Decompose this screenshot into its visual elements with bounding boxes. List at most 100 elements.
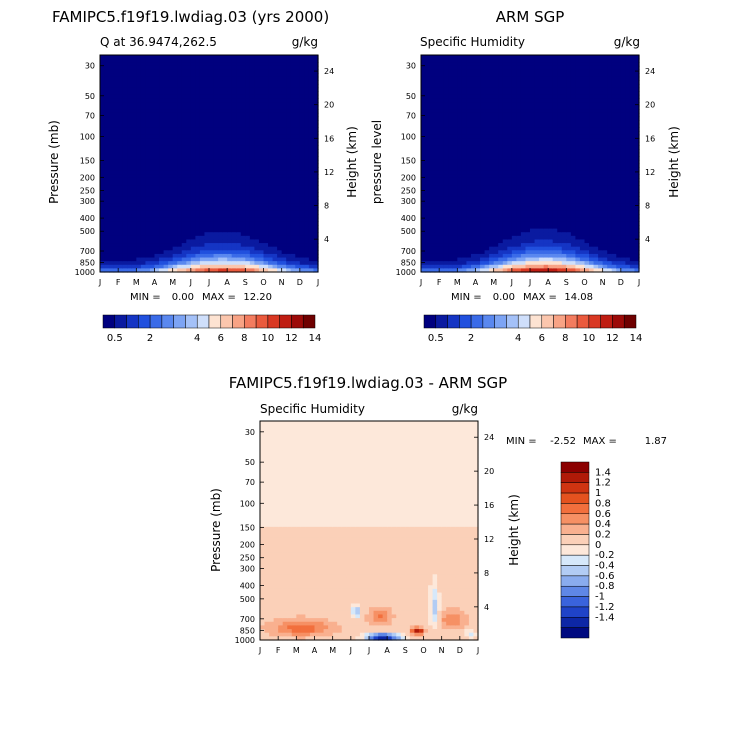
field-cell xyxy=(308,174,315,179)
field-cell xyxy=(136,130,142,136)
field-cell xyxy=(227,87,233,92)
field-cell xyxy=(131,188,137,194)
field-cell xyxy=(213,250,219,255)
field-cell xyxy=(484,185,490,190)
field-cell xyxy=(231,130,237,136)
field-cell xyxy=(457,206,463,212)
field-cell xyxy=(263,264,269,269)
field-cell xyxy=(520,80,527,85)
field-cell xyxy=(534,174,540,179)
field-cell xyxy=(457,217,463,222)
field-cell xyxy=(470,261,477,266)
field-cell xyxy=(520,246,527,251)
field-cell xyxy=(222,210,228,215)
field-cell xyxy=(452,250,458,255)
field-cell xyxy=(520,250,527,255)
field-cell xyxy=(498,138,504,143)
field-cell xyxy=(489,62,495,67)
field-cell xyxy=(113,206,119,212)
field-cell xyxy=(113,123,119,128)
field-cell xyxy=(516,156,522,161)
field-cell xyxy=(268,210,274,215)
field-cell xyxy=(258,65,265,71)
field-cell xyxy=(304,76,310,81)
field-cell xyxy=(511,127,517,132)
field-cell xyxy=(313,257,319,262)
field-cell xyxy=(430,257,436,262)
field-cell xyxy=(231,76,237,81)
field-cell xyxy=(313,98,319,103)
panel1-max-label: MAX = xyxy=(202,292,236,303)
field-cell xyxy=(502,55,508,60)
field-cell xyxy=(548,141,554,147)
field-cell xyxy=(177,145,183,150)
field-cell xyxy=(493,203,499,208)
field-cell xyxy=(548,127,554,132)
field-cell xyxy=(186,91,192,96)
field-cell xyxy=(140,217,147,222)
field-cell xyxy=(236,141,242,147)
field-cell xyxy=(218,138,224,143)
field-cell xyxy=(213,83,219,89)
field-cell xyxy=(159,87,165,92)
field-cell xyxy=(286,199,292,204)
field-cell xyxy=(227,94,233,99)
field-cell xyxy=(118,199,124,204)
field-cell xyxy=(480,73,486,78)
field-cell xyxy=(222,152,228,157)
field-cell xyxy=(507,228,513,233)
field-cell xyxy=(204,181,210,186)
field-cell xyxy=(439,203,445,208)
field-cell xyxy=(566,120,572,125)
field-cell xyxy=(457,239,463,244)
field-cell xyxy=(448,199,454,204)
field-cell xyxy=(172,170,178,175)
field-cell xyxy=(154,69,160,74)
field-cell xyxy=(172,246,178,251)
field-cell xyxy=(104,167,110,172)
field-cell xyxy=(493,170,499,175)
field-cell xyxy=(295,253,301,259)
field-cell xyxy=(190,149,196,154)
field-cell xyxy=(484,83,490,89)
field-cell xyxy=(109,94,115,99)
field-cell xyxy=(263,196,269,201)
field-cell xyxy=(272,76,278,81)
field-cell xyxy=(452,181,458,186)
field-cell xyxy=(534,250,540,255)
field-cell xyxy=(308,163,315,168)
field-cell xyxy=(159,268,165,273)
field-cell xyxy=(295,94,301,99)
field-cell xyxy=(430,250,436,255)
field-cell xyxy=(190,152,196,157)
field-cell xyxy=(557,91,563,96)
field-cell xyxy=(561,196,567,201)
field-cell xyxy=(498,199,504,204)
field-cell xyxy=(186,127,192,132)
field-cell xyxy=(218,268,224,273)
field-cell xyxy=(236,156,242,161)
field-cell xyxy=(295,116,301,121)
field-cell xyxy=(534,224,540,230)
field-cell xyxy=(457,235,463,241)
field-cell xyxy=(561,257,567,262)
field-cell xyxy=(277,65,283,71)
field-cell xyxy=(254,243,260,248)
field-cell xyxy=(557,214,563,219)
field-cell xyxy=(313,62,319,67)
field-cell xyxy=(484,203,490,208)
field-cell xyxy=(502,221,508,226)
field-cell xyxy=(190,55,196,60)
field-cell xyxy=(122,116,128,121)
field-cell xyxy=(199,62,206,67)
field-cell xyxy=(530,228,536,233)
field-cell xyxy=(268,181,274,186)
colorbar-swatch xyxy=(279,314,292,329)
field-cell xyxy=(190,76,196,81)
field-cell xyxy=(127,239,133,244)
field-cell xyxy=(222,261,228,266)
field-cell xyxy=(439,192,445,197)
field-cell xyxy=(236,98,242,103)
field-cell xyxy=(195,141,201,147)
field-cell xyxy=(480,257,486,262)
